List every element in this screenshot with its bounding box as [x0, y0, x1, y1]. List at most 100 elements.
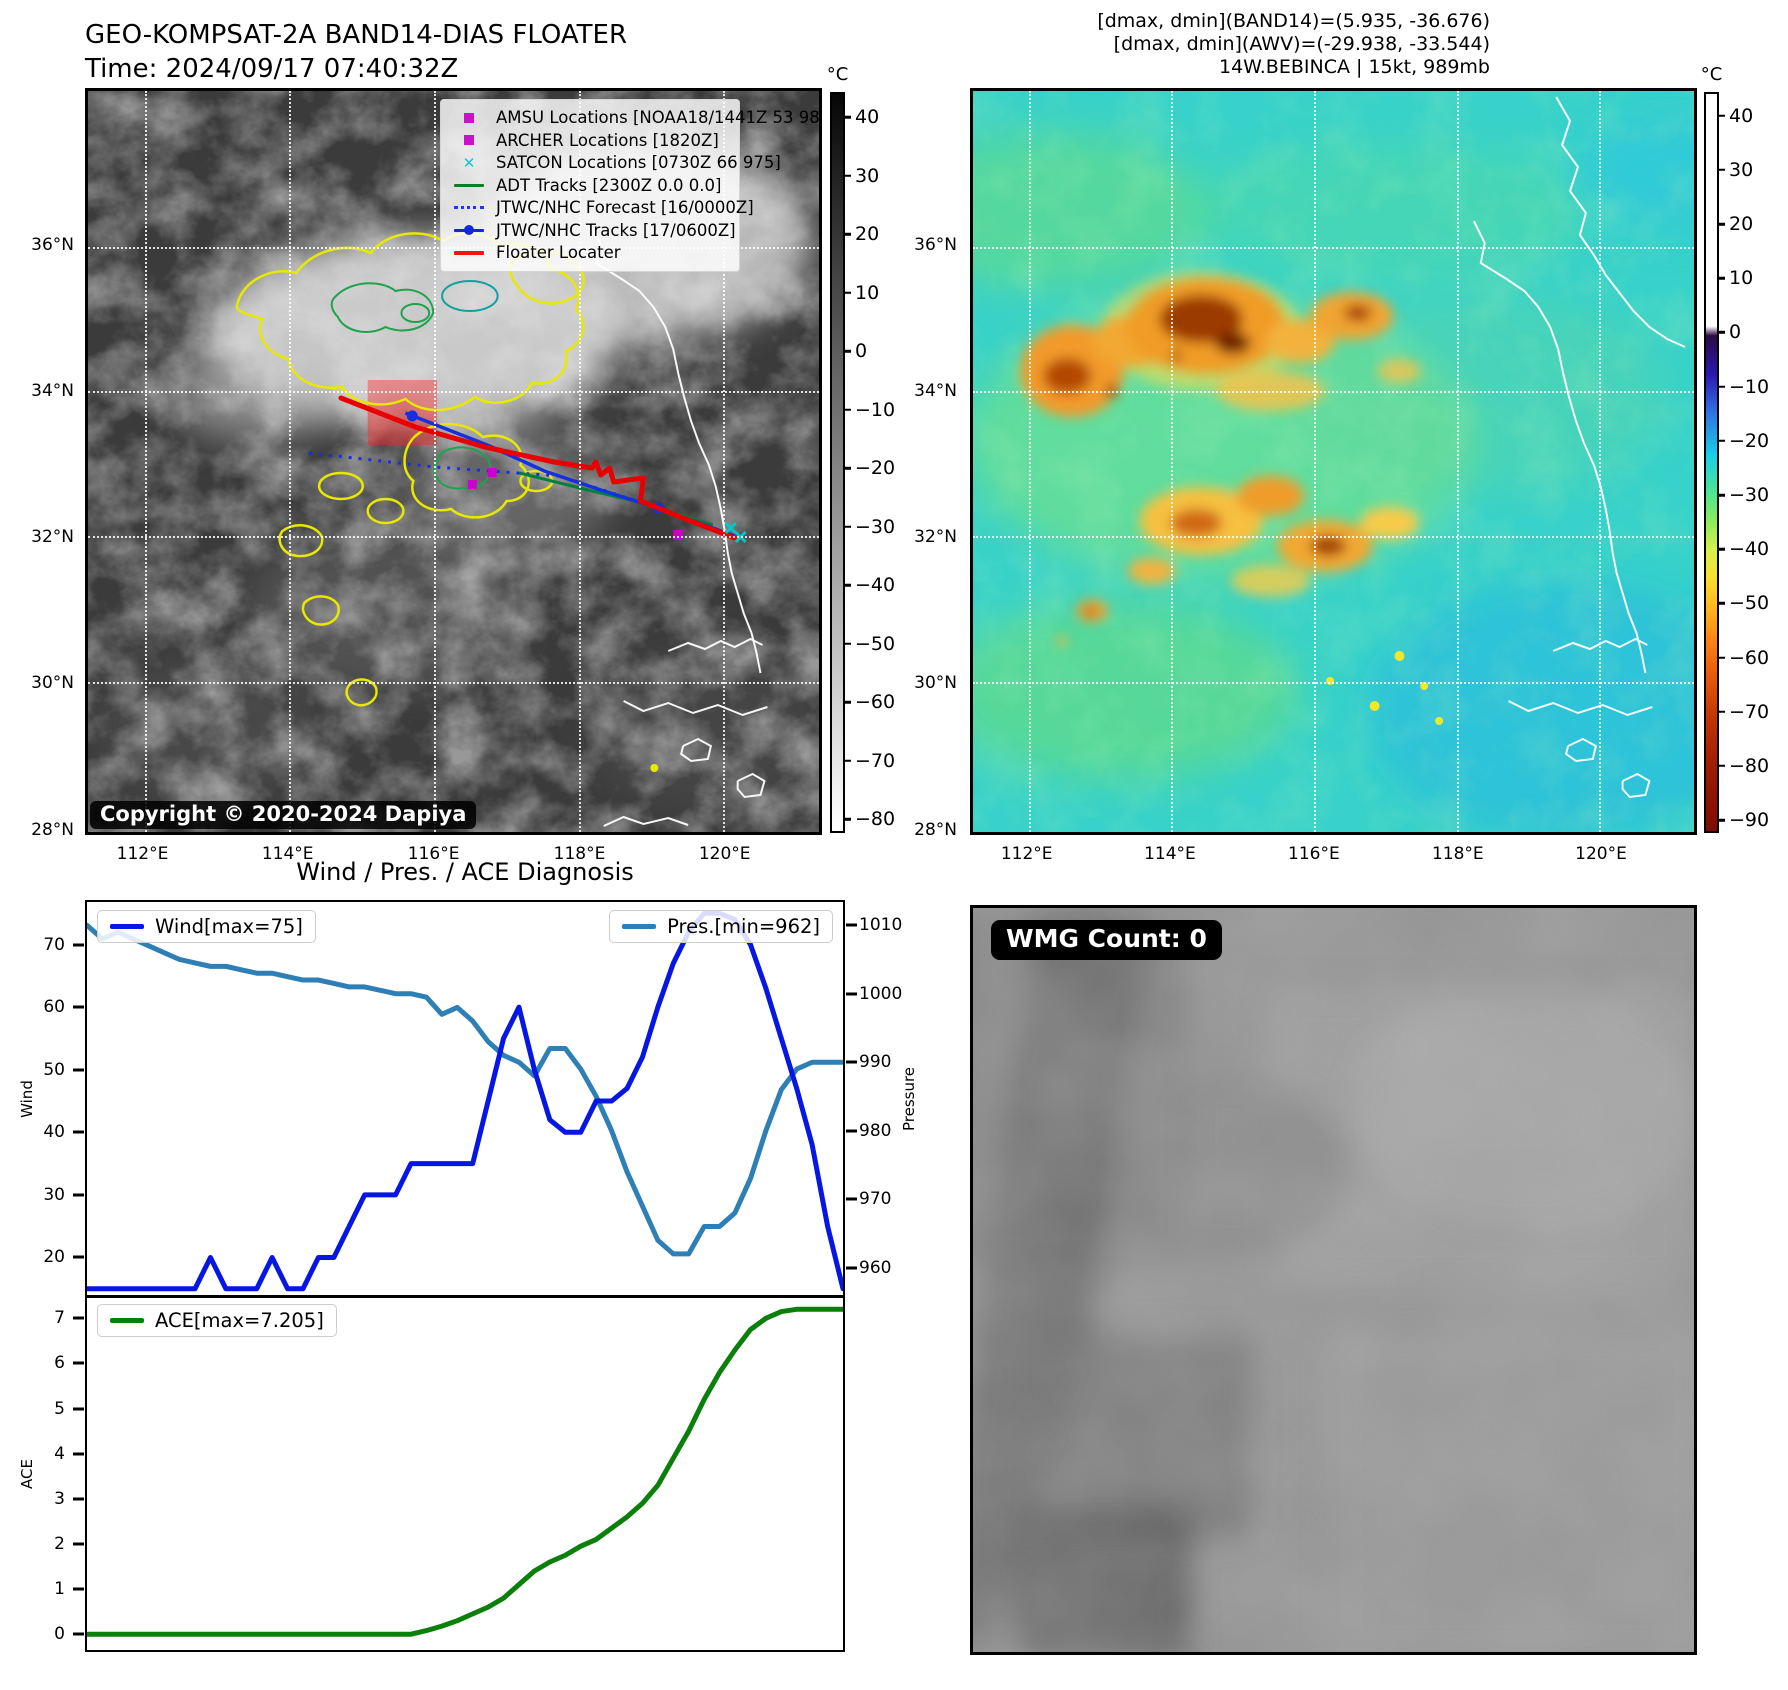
axis-tick-label: 70	[43, 934, 65, 955]
lat-tick-label: 28°N	[914, 819, 957, 840]
series-line	[87, 925, 843, 1254]
wmg-gray-image	[973, 908, 1694, 1652]
colorbar-tick-label: −30	[855, 515, 896, 538]
legend-item-label: JTWC/NHC Forecast [16/0000Z]	[496, 198, 754, 218]
ace-line-sample	[110, 1318, 144, 1323]
axis-tick	[73, 1632, 84, 1636]
axis-tick-label: 0	[54, 1624, 65, 1645]
colorbar-tick-label: −70	[1729, 700, 1770, 723]
lon-tick-label: 118°E	[1431, 844, 1484, 864]
enhanced-colorbar: °C 40 30 20 10 0 −10 −20 −30 −40 −50 −60 −70 −80 −90	[1701, 64, 1769, 833]
colorbar-tick	[1717, 710, 1725, 714]
wind-legend: Wind[max=75]	[97, 910, 316, 943]
lat-tick-label: 28°N	[31, 819, 74, 840]
line-marker-icon	[451, 206, 487, 210]
colorbar-tick	[1717, 331, 1725, 334]
diagnosis-title: Wind / Pres. / ACE Diagnosis	[296, 858, 634, 886]
x-marker-icon: ✕	[462, 153, 476, 172]
colorbar-tick-label: 20	[1729, 213, 1754, 236]
square-marker-icon	[451, 112, 487, 123]
line-marker-icon	[451, 225, 487, 236]
colorbar-tick-label: −50	[855, 632, 896, 655]
colorbar-tick-label: −30	[1729, 484, 1770, 506]
colorbar-tick	[843, 642, 851, 646]
left-panel-title: GEO-KOMPSAT-2A BAND14-DIAS FLOATER Time:…	[85, 18, 627, 86]
colorbar-tick	[1717, 168, 1725, 172]
axis-tick-label: 980	[859, 1120, 892, 1141]
legend-item: ARCHER Locations [1820Z]	[451, 130, 731, 152]
colorbar-tick	[843, 701, 851, 704]
colorbar-tick-label: −20	[855, 457, 896, 480]
lon-tick-label: 116°E	[407, 844, 460, 864]
axis-tick	[73, 943, 84, 947]
colorbar-tick	[843, 291, 851, 295]
axis-tick-label: 960	[859, 1257, 892, 1278]
colorbar-tick	[1717, 656, 1725, 659]
colorbar-tick	[1717, 493, 1725, 497]
colorbar-tick	[843, 584, 851, 587]
lon-tick-label: 120°E	[1575, 844, 1627, 864]
colorbar-tick-label: −60	[1729, 646, 1770, 669]
colorbar-tick	[1717, 114, 1725, 117]
axis-tick	[73, 1361, 84, 1365]
legend-item-label: Floater Locater	[496, 243, 621, 263]
colorbar-tick-label: −50	[1729, 592, 1770, 615]
wind-pressure-plot	[87, 902, 843, 1295]
legend-item: Floater Locater	[451, 242, 731, 264]
axis-tick	[846, 1266, 857, 1270]
floater-locater-line	[338, 395, 738, 541]
lon-tick-label: 120°E	[698, 844, 751, 864]
lon-tick-label: 118°E	[553, 844, 606, 864]
colorbar-tick-label: 20	[855, 223, 880, 246]
colorbar-tick	[1717, 764, 1725, 768]
colorbar-tick	[843, 174, 851, 178]
wind-axis-label: Wind	[18, 1079, 36, 1118]
axis-tick-label: 4	[54, 1443, 65, 1464]
left-map-lat-labels: 36°N 34°N 32°N 30°N 28°N	[10, 88, 80, 840]
wmg-panel: WMG Count: 0	[970, 905, 1697, 1655]
colorbar-tick	[1717, 385, 1725, 388]
wind-line-sample	[110, 924, 144, 929]
lon-tick-label: 112°E	[116, 844, 169, 864]
axis-tick	[73, 1587, 84, 1591]
lat-tick-label: 30°N	[914, 673, 957, 694]
colorbar-tick-label: 40	[1729, 104, 1754, 127]
colorbar-tick	[843, 116, 851, 119]
axis-tick	[73, 1068, 84, 1072]
legend-item: ✕ SATCON Locations [0730Z 66 975]	[451, 152, 781, 174]
series-line	[87, 913, 843, 1288]
axis-tick	[846, 1129, 857, 1133]
storm-id-intensity: 14W.BEBINCA | 15kt, 989mb	[1218, 56, 1490, 78]
satellite-product-title: GEO-KOMPSAT-2A BAND14-DIAS FLOATER	[85, 20, 628, 50]
warm-speckles	[1326, 651, 1444, 725]
axis-tick-label: 3	[54, 1488, 65, 1509]
colorbar-tick-label: −40	[1729, 538, 1770, 561]
axis-tick-label: 60	[43, 997, 65, 1018]
legend-item-label: ARCHER Locations [1820Z]	[496, 130, 719, 150]
amsu-archer-markers	[467, 468, 684, 540]
colorbar-tick-label: −90	[1729, 809, 1770, 832]
legend-item: ADT Tracks [2300Z 0.0 0.0]	[451, 175, 731, 197]
legend-item-label: AMSU Locations [NOAA18/1441Z 53 982]	[496, 108, 822, 128]
pressure-axis-label: Pressure	[900, 1066, 918, 1131]
axis-tick-label: 1010	[859, 915, 903, 936]
axis-tick-label: 2	[54, 1533, 65, 1554]
colorbar-tick-label: −40	[855, 574, 896, 597]
colorbar-tick	[1717, 547, 1725, 551]
lat-tick-label: 34°N	[914, 380, 957, 401]
axis-tick	[73, 1542, 84, 1546]
axis-tick-label: 970	[859, 1189, 892, 1210]
colorbar-tick-label: 0	[1729, 321, 1742, 344]
dmax-dmin-band14: [dmax, dmin](BAND14)=(5.935, -36.676)	[1097, 10, 1490, 32]
enhanced-colorbar-gradient	[1706, 94, 1717, 831]
colorbar-tick-label: −10	[1729, 375, 1770, 398]
axis-tick	[846, 992, 857, 996]
colorbar-unit-label: °C	[1700, 64, 1723, 85]
axis-tick	[73, 1407, 84, 1411]
ace-plot	[87, 1298, 843, 1650]
legend-item: JTWC/NHC Forecast [16/0000Z]	[451, 197, 754, 219]
lon-tick-label: 114°E	[261, 844, 314, 864]
pressure-line-sample	[622, 924, 657, 929]
right-map-lon-labels: 112°E 114°E 116°E 118°E 120°E	[970, 838, 1697, 868]
